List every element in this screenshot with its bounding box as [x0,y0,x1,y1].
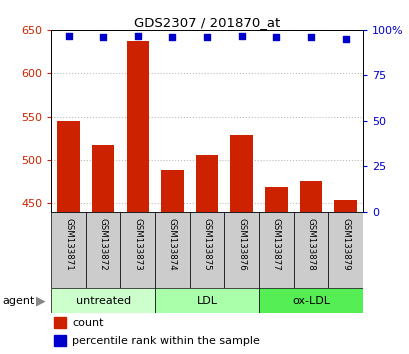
Bar [328,212,362,288]
Text: GSM133876: GSM133876 [236,218,245,270]
Text: GSM133875: GSM133875 [202,218,211,270]
Bar [264,188,287,212]
Bar [54,317,66,328]
Text: percentile rank within the sample: percentile rank within the sample [72,336,260,346]
Point [169,35,175,40]
Bar [224,212,258,288]
Bar [85,212,120,288]
Point [134,33,141,38]
Point [65,33,72,38]
Point [307,35,313,40]
Bar [51,288,155,313]
Bar [258,212,293,288]
Point [100,35,106,40]
Bar [155,288,258,313]
Title: GDS2307 / 201870_at: GDS2307 / 201870_at [134,16,279,29]
Text: GSM133879: GSM133879 [340,218,349,270]
Bar [293,212,328,288]
Bar [126,41,149,212]
Bar [196,155,218,212]
Point [342,36,348,42]
Bar [57,121,80,212]
Text: GSM133877: GSM133877 [271,218,280,270]
Text: ox-LDL: ox-LDL [291,296,329,306]
Bar [155,212,189,288]
Point [272,35,279,40]
Point [203,35,210,40]
Text: LDL: LDL [196,296,217,306]
Bar [161,170,183,212]
Text: GSM133878: GSM133878 [306,218,315,270]
Bar [92,145,114,212]
Bar [258,288,362,313]
Text: GSM133872: GSM133872 [99,218,108,270]
Bar [189,212,224,288]
Bar [120,212,155,288]
Text: agent: agent [2,296,34,306]
Text: untreated: untreated [75,296,130,306]
Bar [51,212,85,288]
Bar [299,181,321,212]
Bar [333,200,356,212]
Point [238,33,244,38]
Text: ▶: ▶ [36,294,46,307]
Text: count: count [72,318,104,328]
Bar [230,135,252,212]
Text: GSM133871: GSM133871 [64,218,73,270]
Bar [54,336,66,346]
Text: GSM133873: GSM133873 [133,218,142,270]
Text: GSM133874: GSM133874 [168,218,177,270]
